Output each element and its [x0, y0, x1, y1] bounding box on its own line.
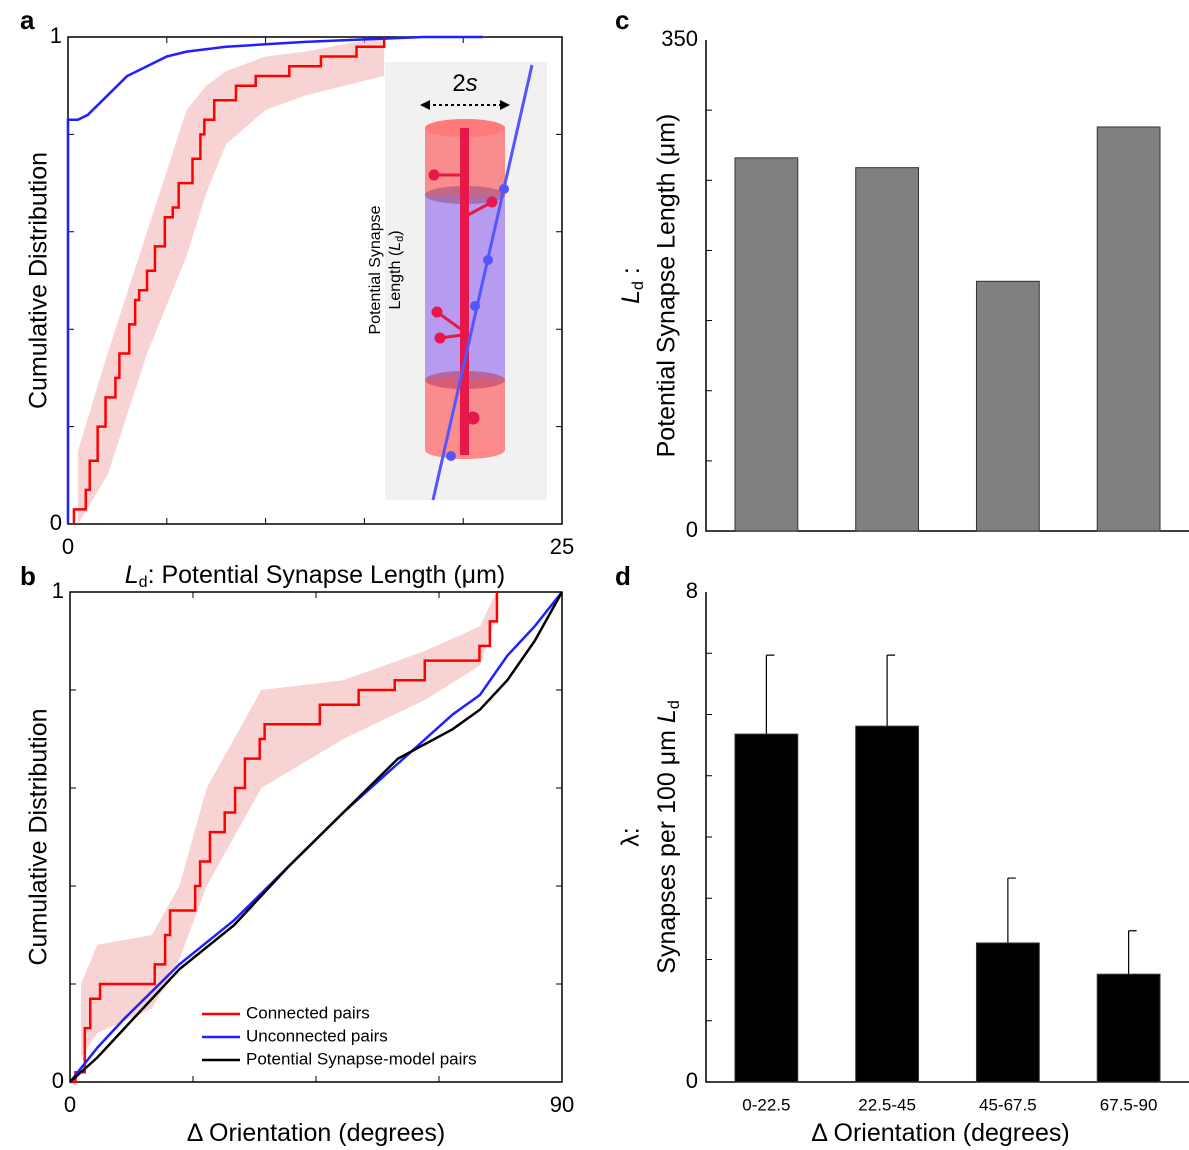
x-tick-label: 67.5-90: [1100, 1095, 1158, 1114]
label-part: d: [666, 700, 683, 709]
x-tick-label: 0: [62, 534, 74, 559]
bar: [975, 280, 1040, 532]
panel-label: b: [20, 561, 36, 591]
error-bar: [1007, 877, 1016, 943]
x-axis-label: Δ Orientation (degrees): [811, 1119, 1070, 1147]
axon: [460, 128, 469, 455]
legend-label: Connected pairs: [246, 1003, 370, 1022]
legend-label: Potential Synapse-model pairs: [246, 1049, 477, 1068]
y-axis-label: Cumulative Distribution: [25, 708, 53, 965]
cdf-line: [72, 37, 386, 524]
error-bar: [886, 654, 896, 727]
label-part: Δ Orientation (degrees): [187, 1119, 446, 1147]
inset-length-label: Potential Synapse: [367, 205, 384, 334]
bar: [734, 733, 799, 1083]
x-tick-label: 0-22.5: [742, 1095, 790, 1114]
label-part: d: [394, 236, 406, 242]
y-tick-label: 0: [686, 517, 698, 542]
inset-diagram: 2s Potential Synapse Length (Ld): [367, 62, 547, 501]
y-tick-label: 350: [661, 26, 698, 51]
label-part: Δ Orientation (degrees): [811, 1119, 1070, 1147]
error-bar: [765, 654, 775, 735]
label-part: 2: [452, 70, 465, 97]
y-axis-label: Synapses per 100 μm Ld: [653, 700, 684, 973]
panel-label: d: [615, 561, 631, 591]
label-part: d: [139, 574, 148, 591]
label-part: : Potential Synapse Length (μm): [148, 561, 506, 589]
panel-label: a: [20, 5, 35, 35]
x-tick-label: 22.5-45: [858, 1095, 916, 1114]
y-tick-label: 8: [686, 578, 698, 603]
x-axis-label: Δ Orientation (degrees): [187, 1119, 446, 1147]
cdf-line: [66, 35, 483, 524]
label-part: L: [125, 561, 139, 589]
confidence-band: [80, 592, 497, 1058]
y-axis-label: λ:: [617, 827, 645, 846]
y-tick-label: 0: [50, 510, 62, 535]
spines: [428, 169, 498, 425]
arrow-heads: [420, 100, 510, 110]
error-bar: [1128, 930, 1137, 975]
dendrite-spines: [446, 184, 509, 461]
y-tick-label: 1: [50, 23, 62, 48]
label-part: :: [617, 267, 645, 281]
bar: [1096, 126, 1161, 532]
label-part: L: [617, 290, 645, 304]
legend-label: Unconnected pairs: [246, 1026, 388, 1045]
label-part: L: [387, 242, 404, 251]
y-tick-label: 0: [52, 1068, 64, 1093]
y-tick-label: 0: [686, 1068, 698, 1093]
panel-label: c: [615, 5, 629, 35]
label-part: s: [466, 70, 478, 97]
label-part: Length (: [387, 250, 404, 309]
x-tick-label: 45-67.5: [979, 1095, 1037, 1114]
label-part: Synapses per 100 μm: [653, 723, 681, 974]
cdf-line: [69, 591, 564, 1083]
bar: [975, 942, 1040, 1083]
x-axis-label: Ld: Potential Synapse Length (μm): [125, 561, 505, 592]
dendrite: [431, 64, 534, 501]
bar: [734, 157, 799, 532]
x-tick-label: 25: [550, 534, 574, 559]
label-part: L: [653, 709, 681, 723]
x-tick-label: 0: [64, 1092, 76, 1117]
bar: [1096, 973, 1161, 1083]
inset-width-label: 2s: [452, 70, 477, 97]
label-part: ): [387, 230, 404, 235]
label-part: d: [630, 281, 647, 290]
y-axis-label: Cumulative Distribution: [25, 152, 53, 409]
x-tick-label: 90: [550, 1092, 574, 1117]
inset-length-label: Length (Ld): [387, 230, 406, 309]
confidence-band: [77, 37, 385, 524]
cdf-line: [70, 592, 499, 1084]
y-tick-label: 1: [52, 578, 64, 603]
bar: [855, 725, 920, 1083]
y-axis-label: Ld :: [617, 267, 648, 304]
y-axis-label: Potential Synapse Length (μm): [653, 114, 681, 458]
bar: [855, 167, 920, 532]
